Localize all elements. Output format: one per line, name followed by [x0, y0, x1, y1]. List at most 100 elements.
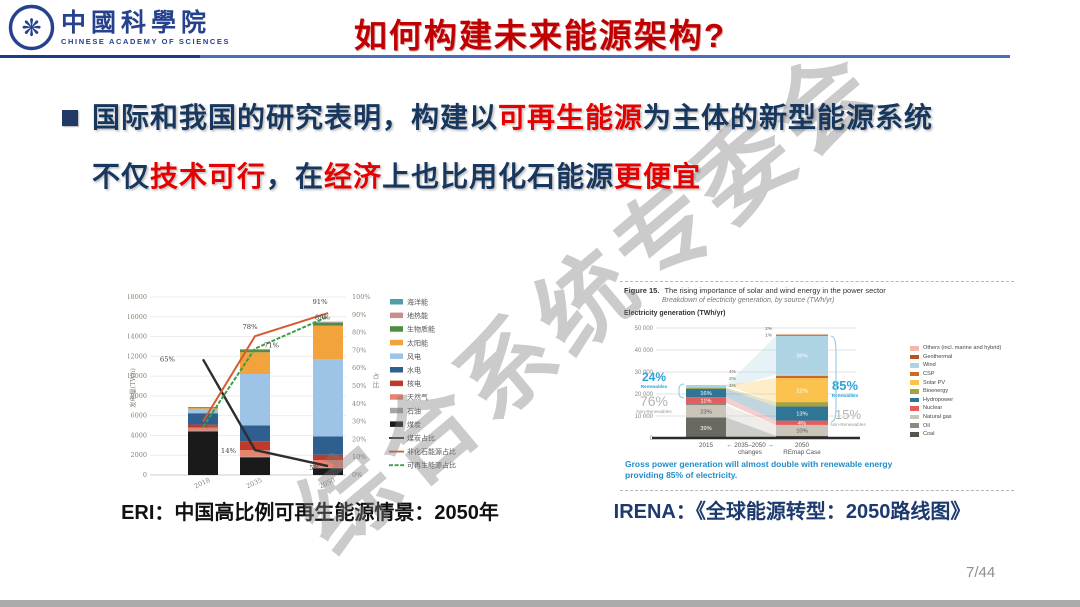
irena-legend-item: CSP — [910, 370, 1001, 379]
svg-text:0: 0 — [143, 471, 147, 479]
svg-text:30%: 30% — [352, 418, 366, 426]
svg-text:生物质能: 生物质能 — [407, 325, 435, 334]
svg-text:0: 0 — [650, 436, 654, 442]
svg-text:18000: 18000 — [128, 293, 147, 301]
svg-text:核电: 核电 — [407, 379, 421, 388]
svg-text:地热能: 地热能 — [407, 311, 428, 320]
svg-text:10%: 10% — [796, 429, 808, 435]
irena-figure: Figure 15. The rising importance of solar… — [620, 281, 1014, 491]
svg-text:2%: 2% — [765, 326, 773, 332]
irena-note: Gross power generation will almost doubl… — [625, 459, 893, 480]
svg-text:Renewables: Renewables — [641, 384, 668, 389]
svg-text:40%: 40% — [352, 400, 366, 408]
svg-text:4000: 4000 — [130, 431, 147, 439]
text-segment: 不仅 — [92, 161, 151, 192]
legend-chip-icon — [910, 406, 919, 411]
svg-text:4%: 4% — [729, 369, 737, 375]
bottom-border — [0, 600, 1080, 607]
svg-text:30 000: 30 000 — [635, 370, 654, 376]
svg-text:比: 比 — [373, 380, 380, 389]
svg-text:50%: 50% — [352, 382, 366, 390]
svg-text:13%: 13% — [796, 412, 808, 418]
svg-text:16000: 16000 — [128, 313, 147, 321]
svg-text:91%: 91% — [312, 298, 328, 306]
irena-legend-item: Hydropower — [910, 396, 1001, 405]
svg-text:天然气: 天然气 — [407, 393, 428, 402]
svg-text:40 000: 40 000 — [635, 348, 654, 354]
svg-text:2000: 2000 — [130, 451, 147, 459]
svg-text:36%: 36% — [796, 353, 808, 359]
svg-text:海洋能: 海洋能 — [407, 298, 428, 307]
text-segment: 为主体的新型能源系统 — [643, 102, 934, 133]
irena-legend-item: Solar PV — [910, 378, 1001, 387]
bullet-line-2: 不仅技术可行，在经济上也比用化石能源更便宜 — [92, 159, 1052, 194]
bullet-line-1: 国际和我国的研究表明，构建以可再生能源为主体的新型能源系统 — [92, 100, 933, 135]
text-segment: 国际和我国的研究表明，构建以 — [92, 102, 499, 133]
irena-share-annotations: 24%Renewables76%Non-Renewables85%Renewab… — [636, 326, 866, 427]
irena-legend-item: Natural gas — [910, 413, 1001, 422]
cas-logo: ❋ 中國科學院 CHINESE ACADEMY OF SCIENCES — [8, 4, 230, 51]
legend-chip-icon — [910, 346, 919, 351]
legend-chip-icon — [910, 371, 919, 377]
legend-chip-icon — [910, 388, 919, 394]
caption-eri: ERI：中国高比例可再生能源情景：2050年 — [121, 502, 499, 524]
irena-chart-svg: 0 10 000 20 000 30 000 40 000 50 000 39% 23% 11%… — [635, 326, 867, 456]
irena-figure-label: Figure 15. — [624, 286, 660, 295]
irena-flows — [726, 335, 776, 438]
header-divider — [0, 55, 1010, 58]
eri-bars: 2018 2035 2050 — [188, 321, 343, 490]
eri-chart-svg: 0 2000 4000 6000 8000 10000 12000 14000 16000 180… — [126, 293, 456, 490]
text-segment: 技术可行 — [150, 161, 267, 192]
svg-text:1%: 1% — [729, 383, 737, 389]
svg-text:4%: 4% — [798, 421, 806, 427]
svg-text:8000: 8000 — [130, 392, 147, 400]
legend-chip-icon — [910, 380, 919, 385]
text-segment: 经济 — [324, 161, 383, 192]
svg-text:太阳能: 太阳能 — [407, 338, 428, 347]
irena-legend-item: Coal — [910, 430, 1001, 439]
svg-text:12000: 12000 — [128, 352, 147, 360]
svg-text:11%: 11% — [700, 398, 711, 404]
svg-text:发电量(TWh): 发电量(TWh) — [128, 368, 137, 408]
eri-lines — [201, 312, 329, 468]
eri-annotations: 65% 30% 78% 71% 14% 91% 89% 5% — [160, 298, 331, 472]
svg-text:10%: 10% — [352, 453, 366, 461]
text-segment: 上也比用化石能源 — [382, 161, 615, 192]
text-segment: ，在 — [266, 161, 325, 192]
svg-text:可再生能源占比: 可再生能源占比 — [407, 461, 456, 470]
irena-axis-label: Electricity generation (TWh/yr) — [624, 310, 726, 317]
irena-legend-item: Nuclear — [910, 404, 1001, 413]
svg-text:39%: 39% — [700, 426, 712, 432]
irena-title-text: The rising importance of solar and wind … — [664, 286, 886, 295]
svg-text:煤炭: 煤炭 — [407, 420, 421, 429]
svg-text:REmap Case: REmap Case — [783, 449, 821, 456]
svg-text:10000: 10000 — [128, 372, 147, 380]
irena-legend: Others (incl. marine and hybrid) Geotherm… — [910, 344, 1001, 439]
svg-text:85%: 85% — [832, 378, 858, 393]
legend-chip-icon — [910, 354, 919, 360]
svg-text:Non-Renewables: Non-Renewables — [830, 422, 866, 427]
svg-text:60%: 60% — [352, 364, 366, 372]
svg-text:1%: 1% — [765, 333, 773, 339]
logo-name-zh: 中國科學院 — [61, 7, 212, 37]
svg-text:占: 占 — [373, 371, 380, 380]
svg-text:100%: 100% — [352, 293, 371, 301]
svg-text:Non-Renewables: Non-Renewables — [636, 409, 672, 414]
irena-bars: 39% 23% 11%16% 10% 4% 13% 22% 36% — [652, 334, 860, 440]
irena-figure-title: Figure 15. The rising importance of solar… — [624, 286, 964, 295]
svg-text:煤炭占比: 煤炭占比 — [407, 434, 435, 443]
logo-name-en: CHINESE ACADEMY OF SCIENCES — [61, 37, 231, 47]
svg-text:80%: 80% — [352, 329, 366, 337]
text-segment: 更便宜 — [614, 161, 702, 192]
svg-text:16%: 16% — [700, 391, 712, 397]
svg-text:水电: 水电 — [407, 366, 421, 375]
text-segment: 可再生能源 — [498, 102, 644, 133]
svg-text:风电: 风电 — [407, 352, 421, 361]
bullet-block: 国际和我国的研究表明，构建以可再生能源为主体的新型能源系统 不仅技术可行，在经济… — [62, 100, 1052, 194]
legend-chip-icon — [910, 423, 919, 428]
svg-text:50 000: 50 000 — [635, 326, 654, 332]
svg-text:0%: 0% — [352, 471, 362, 479]
svg-text:2050: 2050 — [318, 476, 336, 490]
slide-title: 如何构建未来能源架构? — [353, 17, 727, 54]
